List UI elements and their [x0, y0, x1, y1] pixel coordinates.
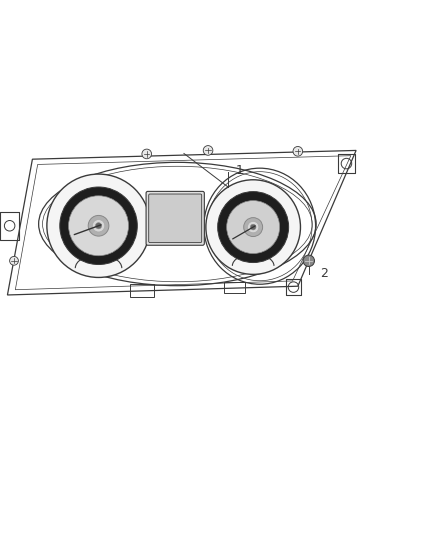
Circle shape	[251, 224, 256, 230]
Circle shape	[218, 191, 289, 263]
Circle shape	[60, 187, 137, 264]
Circle shape	[10, 256, 18, 265]
Circle shape	[247, 221, 259, 233]
Bar	[338, 155, 355, 173]
Circle shape	[142, 149, 152, 159]
Circle shape	[47, 174, 150, 278]
Text: 2: 2	[320, 266, 328, 280]
Circle shape	[244, 217, 263, 237]
Circle shape	[206, 180, 300, 274]
Circle shape	[92, 220, 105, 232]
Circle shape	[227, 200, 279, 254]
Circle shape	[293, 147, 303, 156]
Circle shape	[69, 196, 128, 256]
Circle shape	[203, 146, 213, 155]
Text: 1: 1	[236, 164, 244, 176]
Bar	[224, 282, 245, 294]
Bar	[0, 212, 19, 240]
FancyBboxPatch shape	[146, 191, 204, 245]
Bar	[286, 279, 301, 295]
Circle shape	[88, 215, 109, 236]
Circle shape	[303, 255, 314, 266]
Circle shape	[95, 223, 102, 229]
Bar	[130, 285, 154, 297]
FancyBboxPatch shape	[149, 194, 201, 243]
